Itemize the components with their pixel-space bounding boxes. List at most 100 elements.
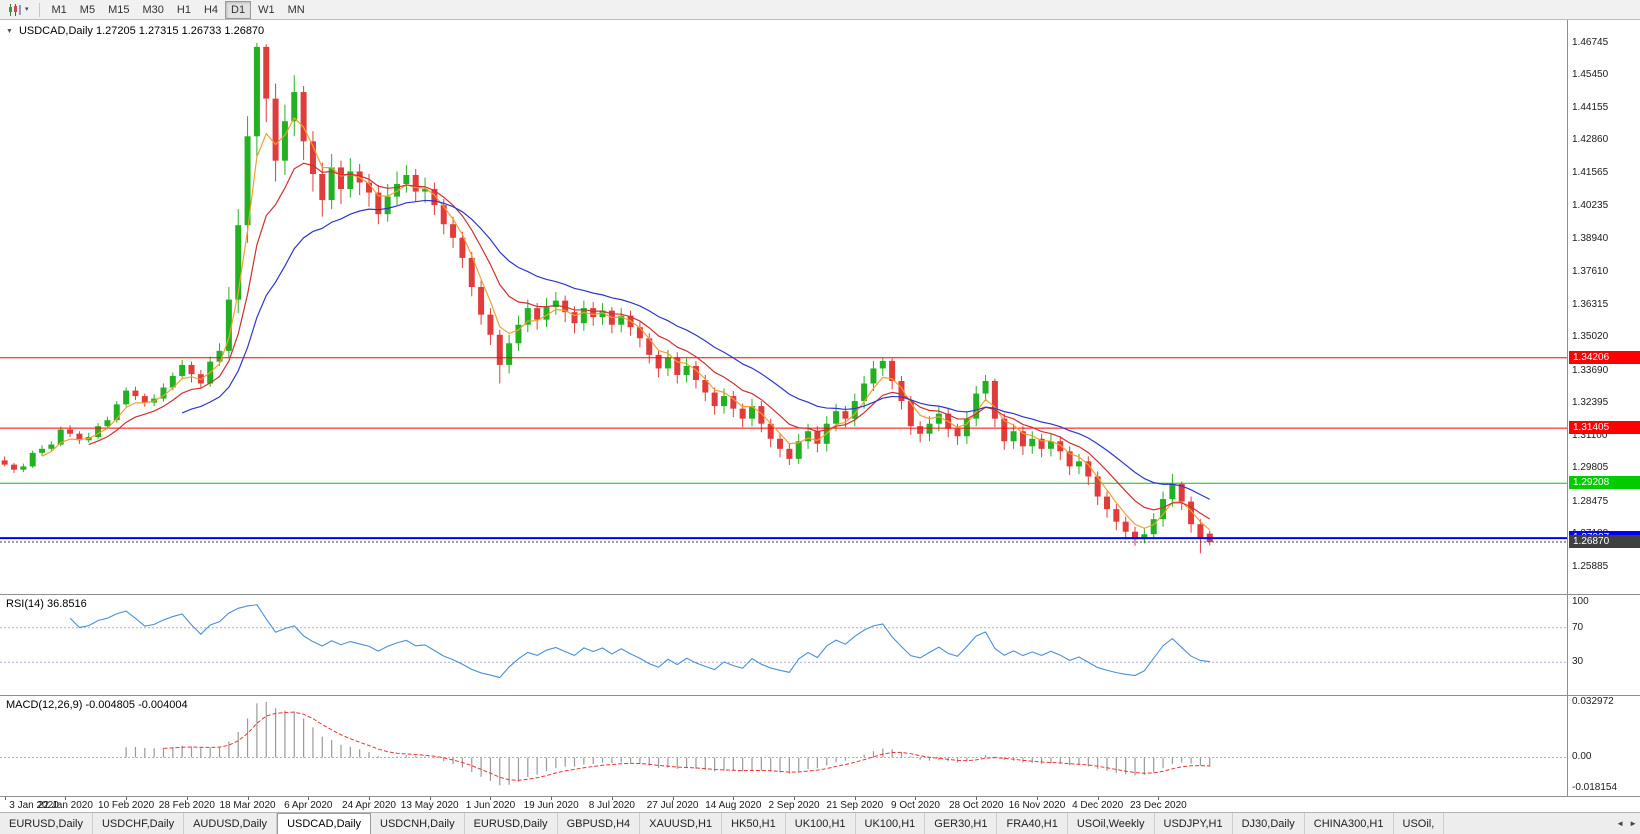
chart-tab-china300-h1[interactable]: CHINA300,H1: [1305, 813, 1394, 834]
chart-tab-hk50-h1[interactable]: HK50,H1: [722, 813, 786, 834]
price-axis-label: 1.40235: [1572, 200, 1609, 212]
macd-axis-label: 0.00: [1572, 751, 1592, 763]
date-label: 24 Apr 2020: [342, 800, 396, 811]
price-axis-label: 1.38940: [1572, 232, 1609, 244]
rsi-chart-canvas[interactable]: [0, 595, 1567, 695]
chart-title: ▼ USDCAD,Daily 1.27205 1.27315 1.26733 1…: [6, 25, 264, 37]
chart-type-button[interactable]: ▾: [4, 1, 33, 19]
date-tick: [733, 797, 735, 800]
price-chart-canvas[interactable]: [0, 20, 1567, 594]
tab-scroll-right-icon[interactable]: ►: [1629, 819, 1637, 828]
date-label: 21 Sep 2020: [826, 800, 884, 811]
chart-tabs: EURUSD,Daily USDCHF,Daily AUDUSD,Daily USDC…: [0, 813, 1445, 834]
macd-axis-label: 0.032972: [1572, 696, 1614, 707]
date-tick: [65, 797, 67, 800]
chart-type-caret-icon[interactable]: ▾: [25, 5, 29, 13]
chart-tab-usdcad-daily[interactable]: USDCAD,Daily: [277, 813, 372, 834]
chart-tab-eurusd-daily[interactable]: EURUSD,Daily: [0, 813, 93, 834]
date-label: 3 Jan 2020: [9, 800, 59, 811]
date-label: 9 Oct 2020: [891, 800, 940, 811]
date-label: 2 Sep 2020: [768, 800, 820, 811]
date-label: 6 Apr 2020: [284, 800, 333, 811]
date-tick: [1097, 797, 1099, 800]
price-axis-label: 1.44155: [1572, 101, 1609, 113]
timeframe-button-d1[interactable]: D1: [225, 0, 252, 19]
resistance-line-lower-badge: 1.31405: [1569, 421, 1640, 435]
symbol-caret-icon[interactable]: ▼: [6, 27, 13, 35]
date-tick: [672, 797, 674, 800]
chart-tab-eurusd-daily[interactable]: EURUSD,Daily: [465, 813, 558, 834]
macd-axis-label: -0.018154: [1572, 782, 1618, 793]
chart-tab-usoil-weekly[interactable]: USOil,Weekly: [1068, 813, 1155, 834]
chart-tab-usdchf-daily[interactable]: USDCHF,Daily: [93, 813, 185, 834]
timeframe-buttons: M1 M5 M15 M30 H1 H4 D1 W1 MN: [46, 0, 311, 19]
timeframe-button-mn[interactable]: MN: [282, 1, 311, 19]
price-axis-label: 1.37610: [1572, 266, 1609, 278]
price-axis[interactable]: 1.46745 1.45450 1.44155 1.42860 1.41565 1.402…: [1567, 20, 1640, 594]
rsi-axis-label: 70: [1572, 621, 1584, 633]
date-label: 23 Dec 2020: [1130, 800, 1187, 811]
date-label: 10 Feb 2020: [98, 800, 155, 811]
chart-tab-xauusd-h1[interactable]: XAUUSD,H1: [640, 813, 723, 834]
macd-chart-canvas[interactable]: [0, 696, 1567, 796]
date-label: 16 Nov 2020: [1008, 800, 1066, 811]
chart-tab-gbpusd-h4[interactable]: GBPUSD,H4: [558, 813, 641, 834]
rsi-axis-label: 100: [1572, 596, 1589, 607]
chart-tab-usoil[interactable]: USOil,: [1394, 813, 1445, 834]
chart-tab-fra40-h1[interactable]: FRA40,H1: [997, 813, 1068, 834]
date-tick: [308, 797, 310, 800]
chart-tab-usdcnh-daily[interactable]: USDCNH,Daily: [371, 813, 465, 834]
price-axis-label: 1.28475: [1572, 495, 1609, 507]
timeframe-button-m1[interactable]: M1: [46, 1, 73, 19]
date-tick: [247, 797, 249, 800]
date-label: 13 May 2020: [400, 800, 459, 811]
chart-tab-ger30-h1[interactable]: GER30,H1: [925, 813, 998, 834]
date-label: 1 Jun 2020: [465, 800, 516, 811]
date-tick: [368, 797, 370, 800]
price-axis-label: 1.33690: [1572, 364, 1609, 376]
timeframe-button-m15[interactable]: M15: [102, 1, 135, 19]
timeframe-button-h1[interactable]: H1: [171, 1, 197, 19]
date-label: 28 Oct 2020: [948, 800, 1004, 811]
date-label: 19 Jun 2020: [523, 800, 579, 811]
toolbar: ▾ M1 M5 M15 M30 H1 H4 D1 W1 MN: [0, 0, 1640, 20]
date-tick: [915, 797, 917, 800]
date-tick: [4, 797, 6, 800]
date-axis[interactable]: 3 Jan 2020 22 Jan 2020 10 Feb 2020 28 Feb 2…: [0, 797, 1567, 812]
chart-tab-audusd-daily[interactable]: AUDUSD,Daily: [184, 813, 278, 834]
date-tick: [490, 797, 492, 800]
price-axis-label: 1.36315: [1572, 298, 1609, 310]
macd-panel: 0.032972 0.00 -0.018154 MACD(12,26,9) -0.0…: [0, 696, 1640, 797]
rsi-axis[interactable]: 100 70 30: [1567, 595, 1640, 695]
tab-scroll-left-icon[interactable]: ◄: [1616, 819, 1625, 828]
timeframe-button-w1[interactable]: W1: [252, 1, 281, 19]
date-tick: [1158, 797, 1160, 800]
chart-tab-dj30-daily[interactable]: DJ30,Daily: [1233, 813, 1305, 834]
price-axis-label: 1.35020: [1572, 331, 1609, 343]
chart-tab-bar: EURUSD,Daily USDCHF,Daily AUDUSD,Daily USDC…: [0, 812, 1640, 834]
price-axis-label: 1.25885: [1572, 560, 1609, 572]
date-label: 27 Jul 2020: [646, 800, 699, 811]
tab-scroll-arrows: ◄ ►: [1616, 813, 1637, 834]
chart-tab-usdjpy-h1[interactable]: USDJPY,H1: [1155, 813, 1233, 834]
timeframe-button-m5[interactable]: M5: [74, 1, 101, 19]
date-label: 28 Feb 2020: [158, 800, 215, 811]
price-axis-label: 1.29805: [1572, 462, 1609, 474]
chart-tab-uk100-h1[interactable]: UK100,H1: [786, 813, 856, 834]
macd-axis[interactable]: 0.032972 0.00 -0.018154: [1567, 696, 1640, 796]
date-tick: [551, 797, 553, 800]
date-label: 8 Jul 2020: [588, 800, 635, 811]
timeframe-button-m30[interactable]: M30: [136, 1, 169, 19]
date-label: 18 Mar 2020: [219, 800, 276, 811]
price-axis-label: 1.46745: [1572, 36, 1609, 48]
chart-region: 1.46745 1.45450 1.44155 1.42860 1.41565 1.402…: [0, 20, 1640, 812]
chart-tab-uk100-h1[interactable]: UK100,H1: [856, 813, 926, 834]
date-tick: [1036, 797, 1038, 800]
date-label: 4 Dec 2020: [1072, 800, 1124, 811]
date-tick: [186, 797, 188, 800]
price-axis-label: 1.32395: [1572, 397, 1609, 409]
timeframe-button-h4[interactable]: H4: [198, 1, 224, 19]
date-tick: [854, 797, 856, 800]
date-tick: [429, 797, 431, 800]
date-tick: [611, 797, 613, 800]
